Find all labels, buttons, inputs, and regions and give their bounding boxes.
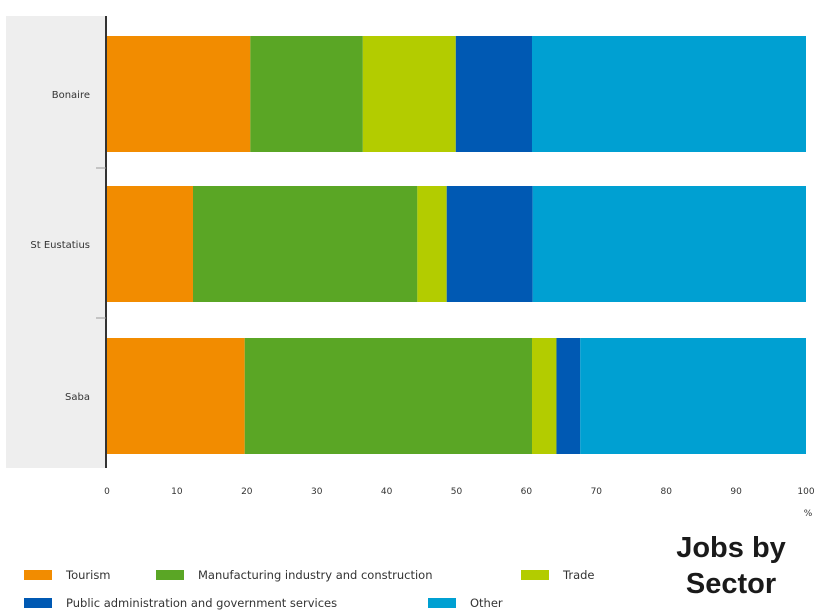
bar-bonaire-other: [531, 36, 806, 152]
x-tick-label: 100: [797, 487, 814, 497]
category-label-panel: [6, 16, 106, 468]
bar-st-eustatius-other: [532, 186, 806, 302]
category-label: St Eustatius: [30, 240, 90, 251]
bar-st-eustatius-public-administration-and-government-services: [446, 186, 533, 302]
legend-swatch: [24, 570, 52, 580]
bar-st-eustatius-tourism: [107, 186, 193, 302]
legend-item: Manufacturing industry and construction: [156, 566, 433, 584]
x-tick-label: 0: [104, 487, 110, 497]
legend-label: Trade: [563, 568, 595, 582]
category-label: Bonaire: [52, 90, 90, 101]
x-tick-label: 20: [241, 487, 253, 497]
bar-saba-trade: [531, 338, 557, 454]
bar-saba-public-administration-and-government-services: [556, 338, 581, 454]
legend-swatch: [24, 598, 52, 608]
bar-st-eustatius-manufacturing-industry-and-construction: [192, 186, 418, 302]
bar-saba-tourism: [107, 338, 245, 454]
x-tick-label: 40: [381, 487, 393, 497]
legend-item: Public administration and government ser…: [24, 594, 337, 612]
category-labels: Bonaire St Eustatius Saba: [30, 90, 106, 403]
legend-swatch: [521, 570, 549, 580]
x-tick-label: 50: [451, 487, 463, 497]
category-label: Saba: [65, 392, 90, 403]
legend: Tourism Manufacturing industry and constr…: [24, 566, 624, 612]
legend-label: Manufacturing industry and construction: [198, 568, 433, 582]
x-tick-labels: 0 10 20 30 40 50 60 70 80 90 100: [104, 487, 815, 497]
x-tick-label: 10: [171, 487, 183, 497]
chart-title: Jobs by Sector: [676, 532, 786, 600]
legend-item: Trade: [521, 566, 595, 584]
legend-label: Public administration and government ser…: [66, 596, 338, 610]
legend-label: Other: [470, 596, 503, 610]
bar-bonaire-public-administration-and-government-services: [455, 36, 532, 152]
bar-saba-other: [580, 338, 806, 454]
stacked-bar-chart: Bonaire St Eustatius Saba 0 10 20 30 40 50 60 70 8…: [6, 16, 815, 519]
x-tick-label: 70: [591, 487, 603, 497]
bar-bonaire-manufacturing-industry-and-construction: [250, 36, 363, 152]
x-tick-label: 30: [311, 487, 323, 497]
legend-item: Other: [428, 594, 503, 612]
x-tick-label: 60: [521, 487, 533, 497]
legend-label: Tourism: [66, 568, 111, 582]
legend-swatch: [428, 598, 456, 608]
legend-item: Tourism: [24, 566, 111, 584]
bar-saba-manufacturing-industry-and-construction: [244, 338, 532, 454]
bars-layer: [107, 36, 806, 454]
bar-bonaire-trade: [362, 36, 456, 152]
x-unit-label: %: [804, 509, 813, 519]
bar-st-eustatius-trade: [417, 186, 447, 302]
x-tick-label: 90: [730, 487, 742, 497]
x-tick-label: 80: [660, 487, 672, 497]
legend-swatch: [156, 570, 184, 580]
bar-bonaire-tourism: [107, 36, 251, 152]
